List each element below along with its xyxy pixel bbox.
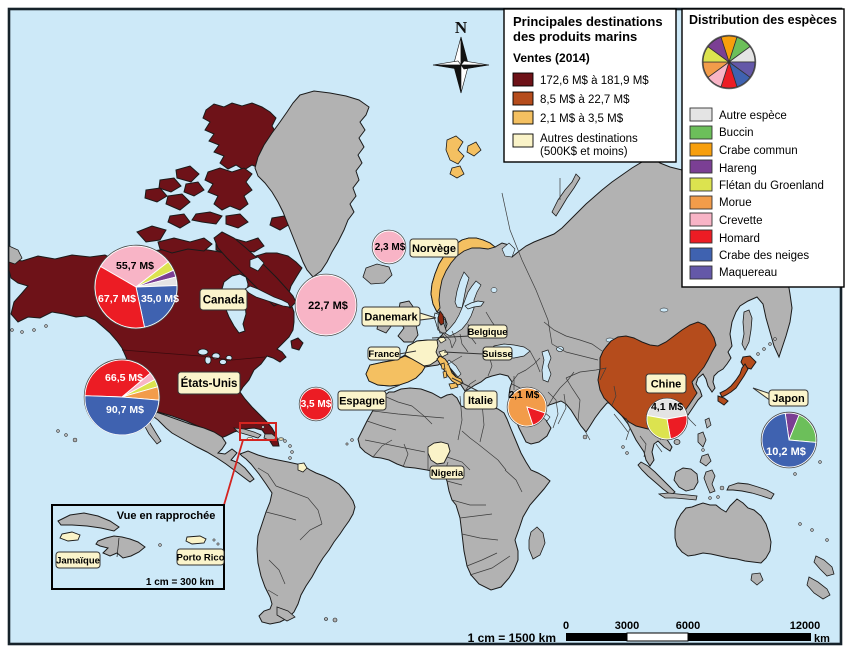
svg-text:Morue: Morue [719,197,752,209]
svg-text:1 cm = 300 km: 1 cm = 300 km [146,577,214,588]
svg-text:Porto Rico: Porto Rico [176,552,224,563]
svg-text:Vue en rapprochée: Vue en rapprochée [117,510,216,522]
svg-text:Danemark: Danemark [364,311,418,323]
svg-text:États-Unis: États-Unis [181,377,238,390]
svg-text:km: km [814,633,830,645]
svg-text:4,1 M$: 4,1 M$ [651,401,683,413]
svg-text:N: N [455,18,468,37]
svg-text:Autres destinations: Autres destinations [540,133,638,145]
svg-text:France: France [368,349,399,360]
svg-text:Norvège: Norvège [412,243,456,255]
svg-text:2,3 M$: 2,3 M$ [375,242,406,253]
svg-text:Hareng: Hareng [719,163,757,175]
svg-text:2,1 M$: 2,1 M$ [509,390,540,401]
svg-text:Maquereau: Maquereau [719,267,777,279]
svg-text:Flétan du Groenland: Flétan du Groenland [719,180,824,192]
svg-text:Ventes (2014): Ventes (2014) [513,51,590,65]
svg-text:67,7 M$: 67,7 M$ [98,293,136,305]
svg-text:12000: 12000 [790,620,821,632]
svg-text:0: 0 [563,620,569,632]
svg-text:Autre espèce: Autre espèce [719,110,787,122]
svg-text:8,5 M$ à 22,7 M$: 8,5 M$ à 22,7 M$ [540,94,630,106]
svg-text:22,7 M$: 22,7 M$ [308,300,348,312]
svg-text:Principales destinations: Principales destinations [513,14,663,29]
svg-text:Crabe des neiges: Crabe des neiges [719,250,809,262]
svg-text:6000: 6000 [676,620,700,632]
svg-text:(500K$ et moins): (500K$ et moins) [540,146,628,158]
svg-text:172,6 M$ à 181,9 M$: 172,6 M$ à 181,9 M$ [540,75,649,87]
svg-text:Suisse: Suisse [482,349,513,360]
svg-text:55,7 M$: 55,7 M$ [116,260,154,272]
svg-text:Belgique: Belgique [467,327,507,338]
svg-text:Espagne: Espagne [339,395,385,407]
svg-text:Jamaïque: Jamaïque [56,555,100,566]
svg-text:3,5 M$: 3,5 M$ [301,399,332,410]
svg-text:Distribution des espèces: Distribution des espèces [689,13,837,27]
svg-text:Italie: Italie [468,395,493,407]
svg-text:Homard: Homard [719,233,760,245]
svg-text:Crabe commun: Crabe commun [719,145,798,157]
svg-text:Nigeria: Nigeria [431,468,464,479]
svg-text:Chine: Chine [651,378,682,390]
svg-text:2,1 M$ à 3,5 M$: 2,1 M$ à 3,5 M$ [540,113,624,125]
svg-text:66,5 M$: 66,5 M$ [105,372,143,384]
svg-text:Japon: Japon [772,393,805,405]
svg-text:Buccin: Buccin [719,127,754,139]
svg-text:90,7 M$: 90,7 M$ [106,404,144,416]
svg-text:Canada: Canada [203,295,245,307]
svg-text:35,0 M$: 35,0 M$ [141,293,179,305]
svg-text:Crevette: Crevette [719,215,762,227]
svg-text:3000: 3000 [615,620,639,632]
svg-text:1 cm = 1500 km: 1 cm = 1500 km [468,631,556,645]
svg-text:10,2 M$: 10,2 M$ [766,446,806,458]
svg-text:des produits marins: des produits marins [513,29,637,44]
